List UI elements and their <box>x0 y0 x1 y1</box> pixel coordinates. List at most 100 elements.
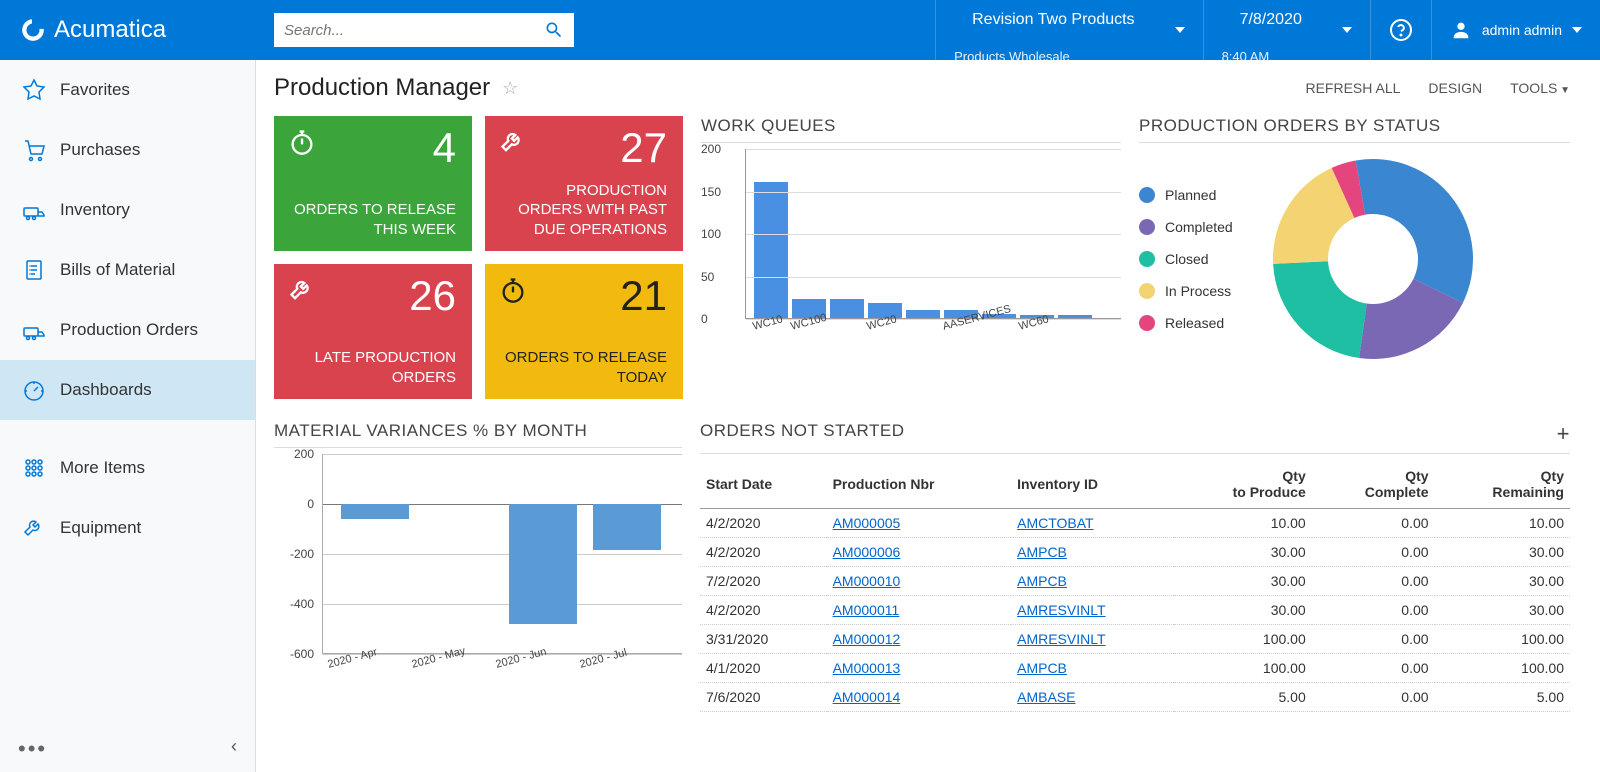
table-cell: AM000005 <box>827 509 1012 538</box>
kpi-label: PRODUCTION ORDERS WITH PAST DUE OPERATIO… <box>501 181 667 240</box>
legend-label: Completed <box>1165 219 1233 235</box>
search-input[interactable] <box>284 22 544 39</box>
table-cell: AMBASE <box>1011 683 1174 712</box>
table-cell: 30.00 <box>1435 538 1570 567</box>
table-cell: AM000013 <box>827 654 1012 683</box>
table-cell: 30.00 <box>1174 596 1312 625</box>
company-selector[interactable]: Revision Two Products Products Wholesale <box>935 0 1202 60</box>
chevron-down-icon <box>1175 27 1185 33</box>
legend-item: In Process <box>1139 275 1233 307</box>
table-cell: AMPCB <box>1011 538 1174 567</box>
column-header[interactable]: Production Nbr <box>827 460 1012 509</box>
bar <box>830 299 864 318</box>
bar <box>754 182 788 318</box>
sidebar-item-label: Favorites <box>60 80 130 100</box>
link[interactable]: AMPCB <box>1017 544 1067 560</box>
table-cell: AM000014 <box>827 683 1012 712</box>
table-cell: 100.00 <box>1435 654 1570 683</box>
orders-widget: ORDERS NOT STARTED + Start DateProductio… <box>700 421 1570 712</box>
table-cell: 3/31/2020 <box>700 625 827 654</box>
kpi-card[interactable]: 27PRODUCTION ORDERS WITH PAST DUE OPERAT… <box>485 116 683 251</box>
kpi-label: ORDERS TO RELEASE TODAY <box>501 348 667 387</box>
donut-slice <box>1273 261 1367 358</box>
sidebar-item-more-items[interactable]: More Items <box>0 438 255 498</box>
link[interactable]: AMBASE <box>1017 689 1075 705</box>
table-cell: 4/2/2020 <box>700 596 827 625</box>
link[interactable]: AM000013 <box>833 660 901 676</box>
sidebar-item-purchases[interactable]: Purchases <box>0 120 255 180</box>
table-cell: AMRESVINLT <box>1011 625 1174 654</box>
sidebar-item-production-orders[interactable]: Production Orders <box>0 300 255 360</box>
more-menu[interactable]: ••• <box>18 736 47 762</box>
status-legend: Planned Completed Closed In Process Released <box>1139 179 1233 339</box>
link[interactable]: AMRESVINLT <box>1017 631 1105 647</box>
legend-item: Released <box>1139 307 1233 339</box>
design-button[interactable]: DESIGN <box>1428 80 1482 96</box>
link[interactable]: AMRESVINLT <box>1017 602 1105 618</box>
table-cell: AM000011 <box>827 596 1012 625</box>
date-main: 7/8/2020 <box>1222 0 1332 49</box>
table-row: 7/2/2020AM000010AMPCB30.000.0030.00 <box>700 567 1570 596</box>
add-order-button[interactable]: + <box>1557 421 1570 447</box>
link[interactable]: AMPCB <box>1017 660 1067 676</box>
legend-label: In Process <box>1165 283 1231 299</box>
table-cell: 5.00 <box>1435 683 1570 712</box>
link[interactable]: AMCTOBAT <box>1017 515 1094 531</box>
sidebar-item-inventory[interactable]: Inventory <box>0 180 255 240</box>
column-header[interactable]: Inventory ID <box>1011 460 1174 509</box>
sidebar-item-label: Dashboards <box>60 380 152 400</box>
brand-logo[interactable]: Acumatica <box>0 16 256 44</box>
link[interactable]: AM000010 <box>833 573 901 589</box>
table-cell: 0.00 <box>1312 625 1435 654</box>
kpi-card[interactable]: 21ORDERS TO RELEASE TODAY <box>485 264 683 399</box>
bar <box>509 504 577 624</box>
search-box[interactable] <box>274 13 574 47</box>
status-widget: PRODUCTION ORDERS BY STATUS Planned Compl… <box>1139 116 1570 399</box>
search-icon[interactable] <box>544 20 564 40</box>
sidebar-item-label: Bills of Material <box>60 260 175 280</box>
link[interactable]: AM000005 <box>833 515 901 531</box>
chevron-down-icon <box>1572 27 1582 33</box>
user-icon <box>1450 19 1472 41</box>
help-button[interactable] <box>1370 0 1431 60</box>
table-cell: 7/6/2020 <box>700 683 827 712</box>
collapse-sidebar[interactable]: ‹ <box>231 736 237 762</box>
user-menu[interactable]: admin admin <box>1431 0 1600 60</box>
table-cell: AMCTOBAT <box>1011 509 1174 538</box>
table-cell: 100.00 <box>1174 654 1312 683</box>
legend-label: Planned <box>1165 187 1216 203</box>
tools-menu[interactable]: TOOLS <box>1510 80 1570 96</box>
sidebar-item-label: Equipment <box>60 518 141 538</box>
status-title: PRODUCTION ORDERS BY STATUS <box>1139 116 1570 143</box>
table-cell: 100.00 <box>1174 625 1312 654</box>
sidebar-item-favorites[interactable]: Favorites <box>0 60 255 120</box>
column-header[interactable]: QtyComplete <box>1312 460 1435 509</box>
sidebar-item-bills-of-material[interactable]: Bills of Material <box>0 240 255 300</box>
table-row: 7/6/2020AM000014AMBASE5.000.005.00 <box>700 683 1570 712</box>
link[interactable]: AM000006 <box>833 544 901 560</box>
table-row: 4/1/2020AM000013AMPCB100.000.00100.00 <box>700 654 1570 683</box>
table-cell: 0.00 <box>1312 538 1435 567</box>
kpi-card[interactable]: 4ORDERS TO RELEASE THIS WEEK <box>274 116 472 251</box>
wrench-icon <box>499 128 527 156</box>
variance-widget: MATERIAL VARIANCES % BY MONTH -600-400-2… <box>274 421 682 712</box>
date-selector[interactable]: 7/8/2020 8:40 AM <box>1203 0 1370 60</box>
column-header[interactable]: QtyRemaining <box>1435 460 1570 509</box>
sidebar-item-dashboards[interactable]: Dashboards <box>0 360 255 420</box>
legend-swatch <box>1139 187 1155 203</box>
link[interactable]: AM000012 <box>833 631 901 647</box>
brand-text: Acumatica <box>54 16 166 44</box>
kpi-card[interactable]: 26LATE PRODUCTION ORDERS <box>274 264 472 399</box>
bar <box>593 504 661 550</box>
column-header[interactable]: Qtyto Produce <box>1174 460 1312 509</box>
link[interactable]: AM000011 <box>833 602 900 618</box>
legend-item: Closed <box>1139 243 1233 275</box>
sidebar-item-equipment[interactable]: Equipment <box>0 498 255 558</box>
link[interactable]: AMPCB <box>1017 573 1067 589</box>
table-cell: 30.00 <box>1174 567 1312 596</box>
refresh-all-button[interactable]: REFRESH ALL <box>1305 80 1400 96</box>
link[interactable]: AM000014 <box>833 689 901 705</box>
favorite-star-icon[interactable]: ☆ <box>502 78 518 99</box>
column-header[interactable]: Start Date <box>700 460 827 509</box>
table-cell: AM000006 <box>827 538 1012 567</box>
